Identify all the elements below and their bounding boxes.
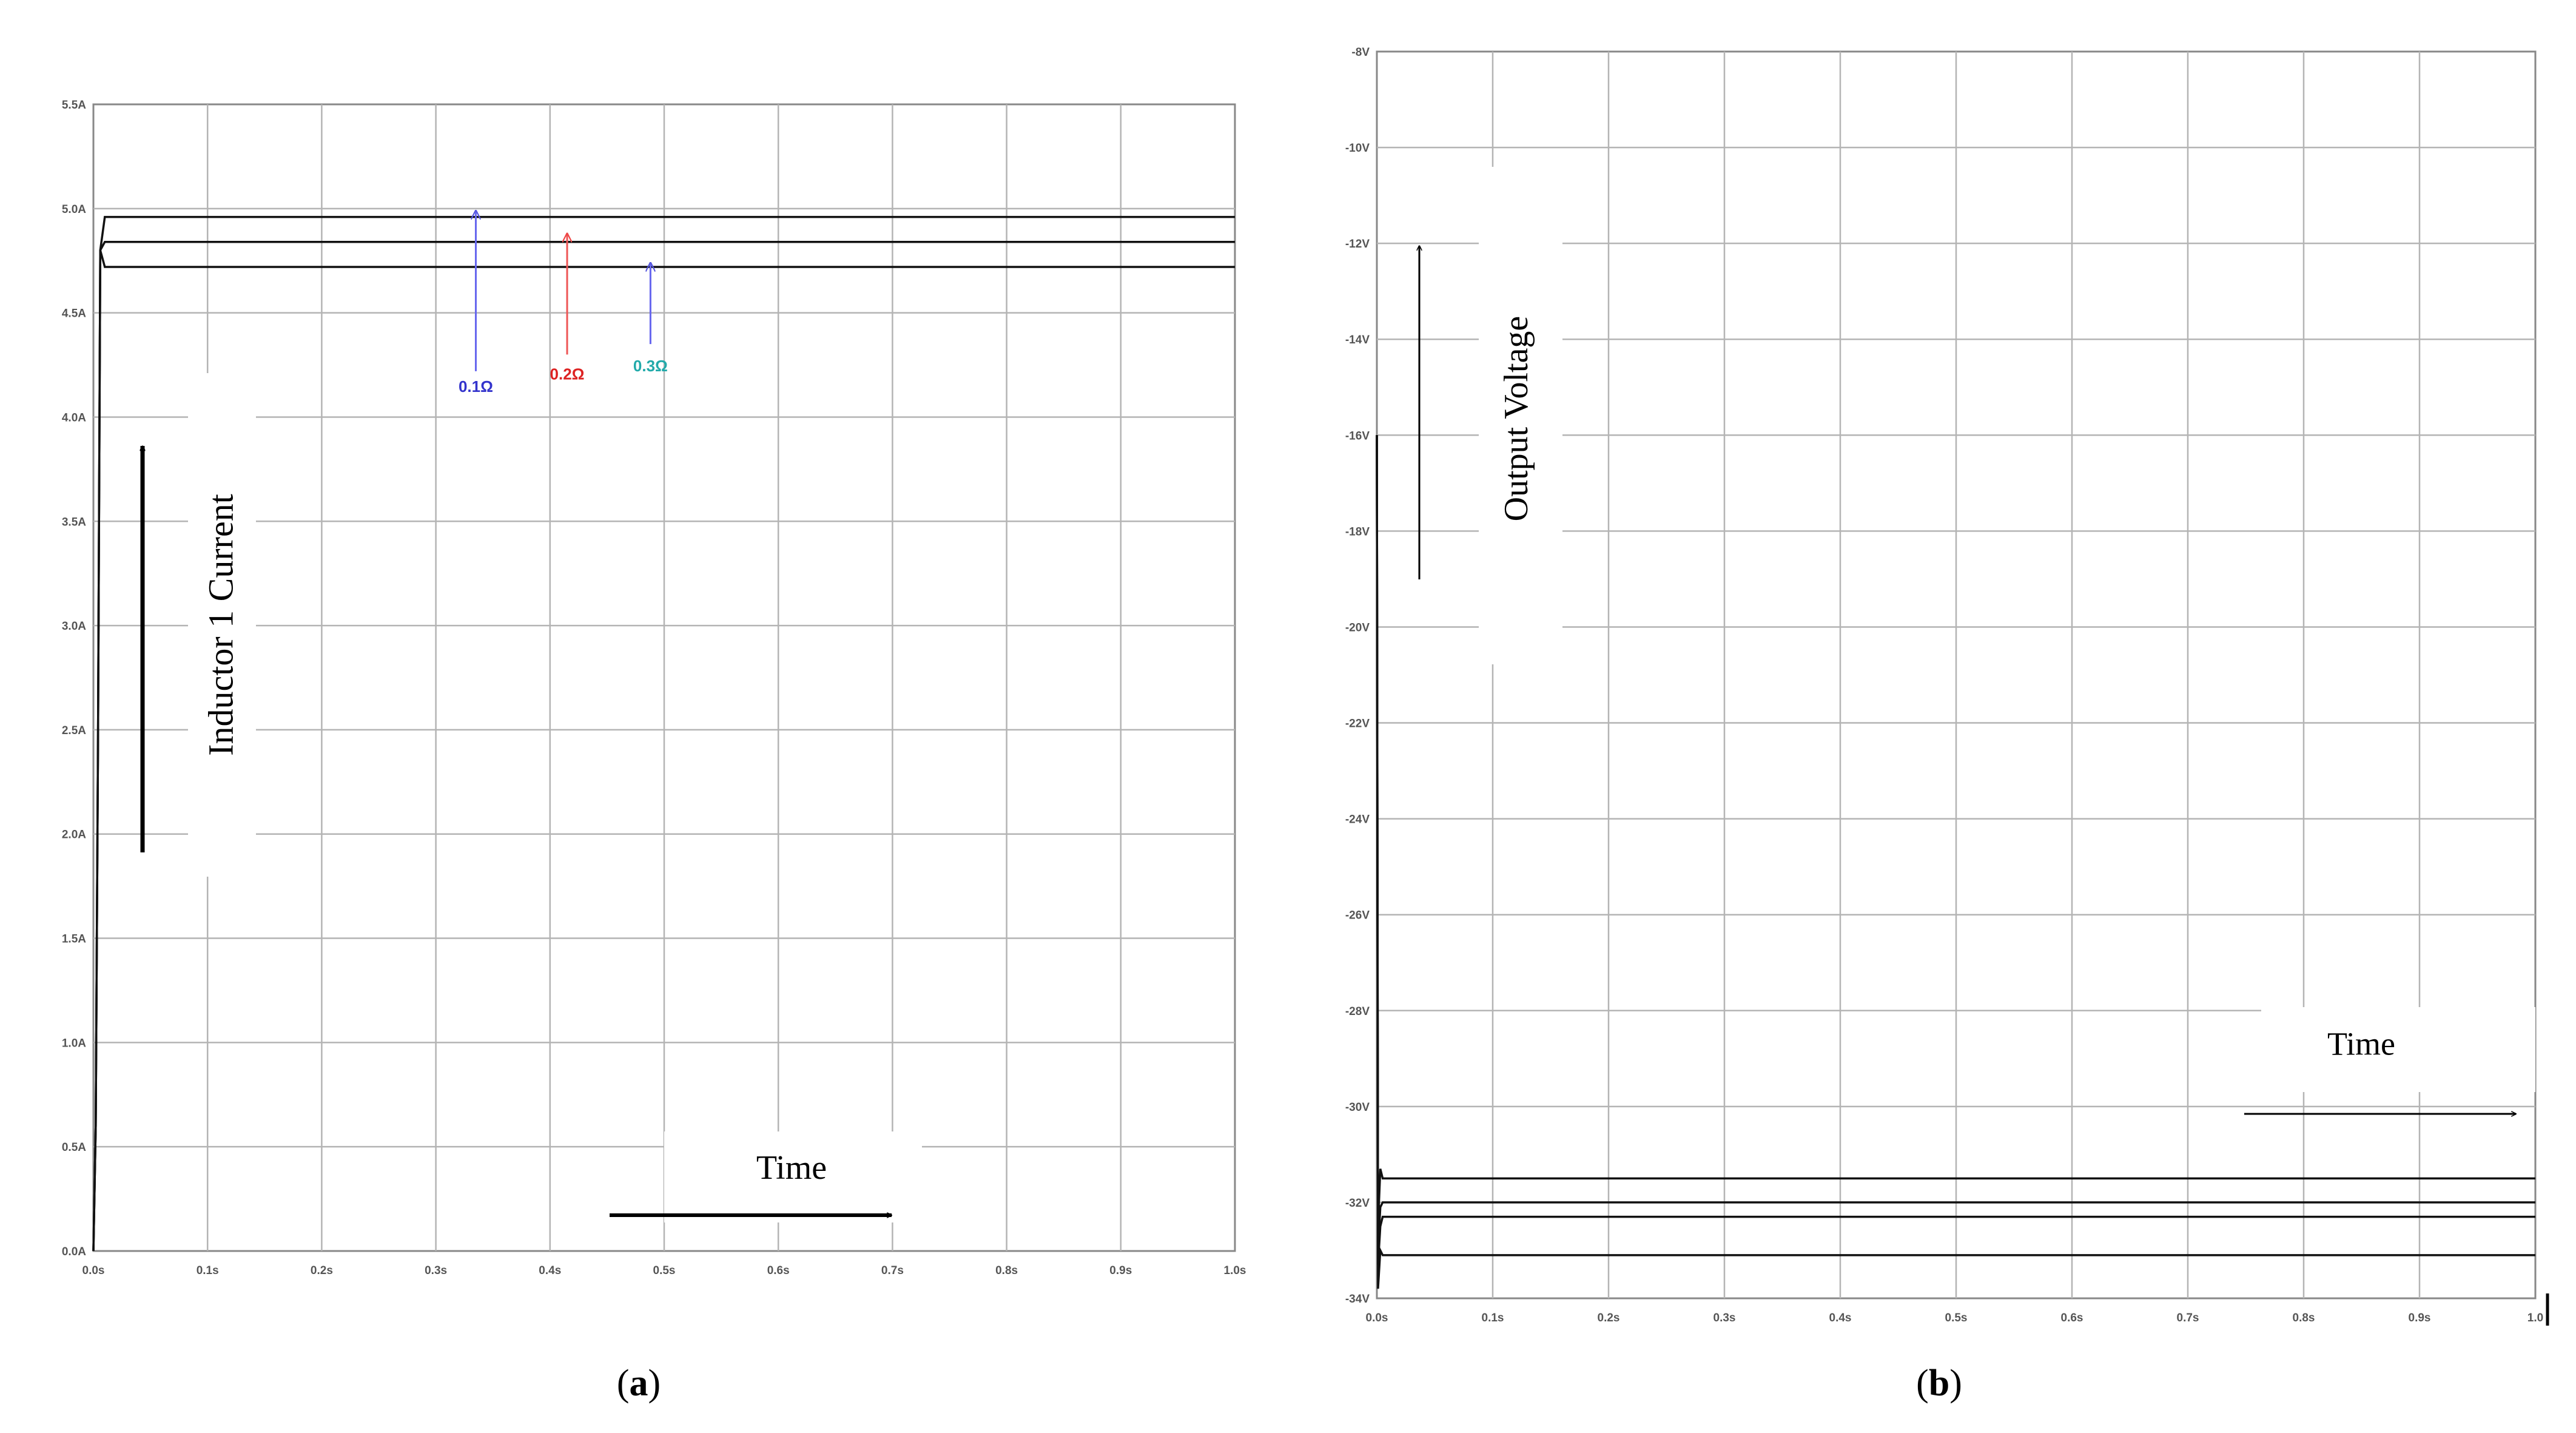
panel-b-chart: -34V -32V -30V -28V -26V -24V -22V -20V -18V -16V…: [1345, 46, 2549, 1326]
y-tick-label: 2.0A: [62, 829, 86, 841]
x-tick-label: 0.8s: [995, 1264, 1018, 1277]
y-tick-label: -34V: [1345, 1293, 1370, 1306]
panel-a-series: [92, 215, 1235, 1252]
y-tick-label: 3.0A: [62, 620, 86, 633]
series-line-3: [92, 250, 1235, 1252]
caption-a-letter: a: [630, 1363, 648, 1404]
panel-a-annotations: 0.1Ω 0.2Ω 0.3Ω: [459, 211, 668, 396]
x-tick-label: 0.1s: [1482, 1312, 1504, 1324]
annotation-label: 0.2Ω: [550, 365, 585, 383]
panel-a-x-ticks: 0.0s 0.1s 0.2s 0.3s 0.4s 0.5s 0.6s 0.7s 0.8s 0.9s…: [82, 1264, 1246, 1277]
series-line-4: [1376, 435, 2535, 1289]
y-tick-label: 4.0A: [62, 411, 86, 424]
annotation-label: 0.1Ω: [459, 377, 493, 396]
x-tick-label: 0.2s: [1598, 1312, 1620, 1324]
panel-a-ylabel-background: [188, 373, 256, 877]
y-tick-label: -32V: [1345, 1197, 1370, 1210]
svg-text:(b): (b): [1916, 1363, 1962, 1404]
y-tick-label: 0.5A: [62, 1141, 86, 1154]
x-tick-label: 0.8s: [2293, 1312, 2315, 1324]
y-tick-label: -18V: [1345, 525, 1370, 538]
annotation-label: 0.3Ω: [633, 357, 668, 375]
panel-a-y-ticks: 0.0A 0.5A 1.0A 1.5A 2.0A 2.5A 3.0A 3.5A 4.0A 4.5A…: [62, 99, 86, 1258]
caption-b: (b): [1916, 1363, 1962, 1404]
x-tick-label: 0.6s: [2061, 1312, 2083, 1324]
x-tick-label: 0.4s: [1829, 1312, 1852, 1324]
panel-b-xlabel-background: [2261, 1007, 2535, 1092]
y-tick-label: -30V: [1345, 1101, 1370, 1114]
y-tick-label: -14V: [1345, 334, 1370, 346]
y-tick-label: 5.5A: [62, 99, 86, 112]
y-tick-label: -10V: [1345, 142, 1370, 155]
y-tick-label: 0.0A: [62, 1246, 86, 1258]
panel-a-chart: 0.0A 0.5A 1.0A 1.5A 2.0A 2.5A 3.0A 3.5A 4.0A 4.5A…: [62, 99, 1246, 1277]
y-tick-label: 3.5A: [62, 516, 86, 528]
x-tick-label: 0.9s: [1109, 1264, 1132, 1277]
panel-b-ylabel: Output Voltage: [1498, 316, 1535, 522]
y-tick-label: -24V: [1345, 814, 1370, 826]
y-tick-label: -28V: [1345, 1005, 1370, 1018]
x-tick-label: 0.5s: [653, 1264, 676, 1277]
x-tick-label: 0.3s: [1713, 1312, 1736, 1324]
x-tick-label: 0.7s: [881, 1264, 904, 1277]
y-tick-label: 1.0A: [62, 1037, 86, 1050]
x-tick-label: 0.3s: [425, 1264, 447, 1277]
panel-b-y-ticks: -34V -32V -30V -28V -26V -24V -22V -20V -18V -16V…: [1345, 46, 1370, 1306]
y-tick-label: -22V: [1345, 718, 1370, 730]
svg-text:(a): (a): [617, 1363, 661, 1404]
panel-a-xlabel-background: [664, 1131, 922, 1222]
panel-b-x-ticks: 0.0s 0.1s 0.2s 0.3s 0.4s 0.5s 0.6s 0.7s 0.8s 0.9s…: [1366, 1312, 2544, 1324]
caption-a: (a): [617, 1363, 661, 1404]
panel-b-xlabel: Time: [2327, 1025, 2395, 1062]
y-tick-label: -16V: [1345, 430, 1370, 442]
y-tick-label: -20V: [1345, 621, 1370, 634]
y-tick-label: 4.5A: [62, 308, 86, 320]
x-tick-label: 0.4s: [539, 1264, 561, 1277]
y-tick-label: -12V: [1345, 238, 1370, 251]
x-tick-label: 0.2s: [311, 1264, 333, 1277]
panel-a-xlabel: Time: [756, 1149, 827, 1187]
x-tick-label: 0.7s: [2177, 1312, 2199, 1324]
x-tick-label: 1.0: [2527, 1312, 2543, 1324]
y-tick-label: 2.5A: [62, 724, 86, 737]
x-tick-label: 0.1s: [197, 1264, 219, 1277]
panel-b-ylabel-background: [1479, 167, 1562, 664]
panel-b-series: [1376, 435, 2535, 1289]
caption-b-letter: b: [1929, 1363, 1949, 1404]
x-tick-label: 0.6s: [767, 1264, 790, 1277]
x-tick-label: 0.5s: [1945, 1312, 1968, 1324]
x-tick-label: 0.0s: [82, 1264, 105, 1277]
panel-a-ylabel: Inductor 1 Current: [201, 494, 240, 756]
y-tick-label: 1.5A: [62, 933, 86, 946]
y-tick-label: -26V: [1345, 909, 1370, 922]
x-tick-label: 1.0s: [1224, 1264, 1246, 1277]
x-tick-label: 0.0s: [1366, 1312, 1388, 1324]
x-tick-label: 0.9s: [2409, 1312, 2431, 1324]
y-tick-label: -8V: [1351, 46, 1370, 59]
y-tick-label: 5.0A: [62, 203, 86, 216]
